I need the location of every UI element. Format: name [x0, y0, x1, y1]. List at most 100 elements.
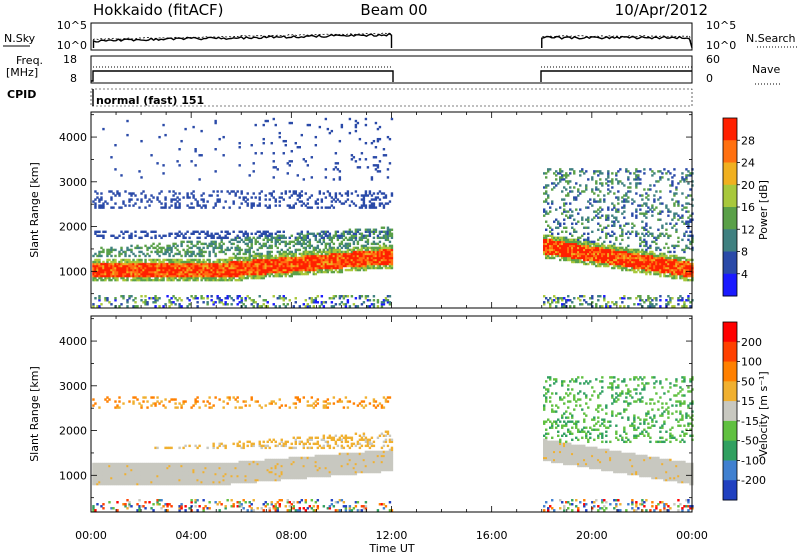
echo-cell: [573, 256, 576, 260]
echo-cell: [238, 164, 241, 167]
echo-cell: [364, 206, 368, 209]
echo-cell: [186, 264, 189, 268]
echo-cell: [226, 230, 229, 233]
echo-cell: [645, 192, 648, 195]
echo-cell: [683, 262, 686, 266]
echo-cell: [100, 192, 103, 195]
echo-cell: [340, 250, 344, 254]
echo-cell: [214, 170, 217, 173]
echo-cell: [122, 202, 125, 205]
echo-cell: [126, 262, 129, 266]
echo-cell: [376, 166, 380, 169]
echo-cell: [635, 186, 638, 189]
echo-cell: [136, 262, 139, 266]
echo-cell: [390, 248, 394, 252]
echo-cell: [551, 236, 554, 240]
echo-cell: [118, 252, 121, 256]
echo-cell: [340, 256, 344, 260]
echo-cell: [627, 254, 630, 258]
echo-cell: [372, 139, 376, 143]
echo-cell: [102, 264, 105, 268]
echo-cell: [549, 252, 552, 256]
echo-cell: [160, 266, 163, 270]
echo-cell: [557, 252, 560, 256]
echo-cell: [320, 262, 324, 266]
echo-cell: [224, 297, 227, 300]
echo-cell: [280, 240, 283, 244]
echo-cell: [324, 262, 328, 266]
echo-cell: [671, 266, 674, 270]
echo-cell: [338, 244, 342, 248]
echo-cell: [324, 168, 328, 171]
echo-cell: [140, 278, 143, 282]
echo-cell: [270, 264, 273, 268]
echo-cell: [156, 248, 159, 252]
echo-cell: [390, 252, 394, 256]
echo-cell: [559, 206, 562, 209]
echo-cell: [124, 230, 127, 233]
echo-cell: [252, 202, 255, 205]
echo-cell: [555, 208, 558, 211]
echo-cell: [296, 258, 299, 262]
echo-cell: [210, 274, 213, 278]
echo-cell: [116, 264, 119, 268]
echo-cell: [685, 276, 688, 280]
echo-cell: [212, 260, 215, 264]
echo-cell: [144, 262, 147, 266]
echo-cell: [567, 210, 570, 213]
echo-cell: [274, 200, 277, 203]
echo-cell: [633, 303, 636, 306]
echo-cell: [108, 301, 111, 304]
echo-cell: [587, 232, 590, 236]
echo-cell: [635, 264, 638, 268]
echo-cell: [685, 264, 688, 268]
echo-cell: [380, 254, 384, 258]
echo-cell: [579, 295, 582, 298]
echo-cell: [144, 266, 147, 270]
echo-cell: [611, 178, 614, 181]
echo-cell: [593, 260, 596, 264]
echo-cell: [198, 268, 201, 272]
echo-cell: [242, 266, 245, 270]
echo-cell: [633, 256, 636, 260]
echo-cell: [118, 234, 121, 238]
echo-cell: [575, 260, 578, 264]
echo-cell: [621, 246, 624, 250]
echo-cell: [324, 234, 328, 238]
echo-cell: [326, 266, 330, 270]
echo-cell: [194, 272, 197, 276]
echo-cell: [679, 264, 682, 268]
echo-cell: [184, 268, 187, 272]
echo-cell: [168, 278, 171, 282]
echo-cell: [190, 206, 193, 209]
echo-cell: [681, 178, 684, 181]
echo-cell: [356, 166, 360, 169]
echo-cell: [102, 206, 105, 209]
echo-cell: [226, 248, 229, 252]
echo-cell: [322, 248, 326, 252]
echo-cell: [118, 305, 121, 308]
echo-cell: [174, 236, 177, 240]
echo-cell: [226, 264, 229, 268]
echo-cell: [585, 206, 588, 209]
echo-cell: [573, 246, 576, 250]
echo-cell: [230, 242, 233, 246]
echo-cell: [182, 248, 185, 252]
echo-cell: [222, 154, 225, 157]
echo-cell: [200, 230, 203, 233]
echo-cell: [573, 305, 576, 308]
echo-cell: [110, 472, 113, 476]
echo-cell: [689, 264, 692, 268]
echo-cell: [360, 198, 364, 201]
echo-cell: [302, 202, 306, 205]
echo-cell: [669, 268, 672, 272]
echo-cell: [266, 119, 269, 123]
echo-cell: [138, 258, 141, 262]
echo-cell: [328, 264, 332, 268]
echo-cell: [176, 274, 179, 278]
echo-cell: [623, 198, 626, 201]
echo-cell: [571, 214, 574, 217]
echo-cell: [378, 256, 382, 260]
echo-cell: [677, 200, 680, 203]
echo-cell: [372, 192, 376, 195]
